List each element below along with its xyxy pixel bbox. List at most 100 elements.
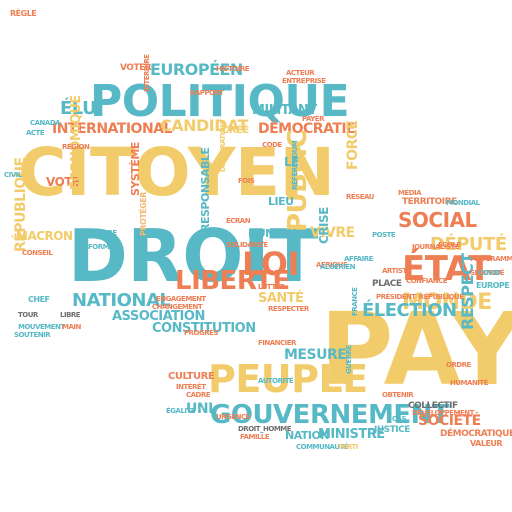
cloud-word: RÉGION	[62, 143, 90, 151]
cloud-word: LIBERTÉ	[175, 266, 290, 296]
cloud-word: JOURNALISTE	[412, 243, 460, 251]
cloud-word: GOUVERNEMENT	[210, 400, 450, 430]
cloud-word: CIVIL	[4, 171, 22, 179]
cloud-word: VALEUR	[470, 439, 503, 448]
cloud-word: SYSTÈME	[129, 142, 142, 196]
cloud-word: SOCIAL	[398, 208, 477, 232]
cloud-word: INTERNATIONAL	[52, 121, 172, 137]
cloud-word: LIEU	[268, 195, 294, 208]
cloud-word: ÉGALITÉ	[166, 407, 196, 415]
cloud-word: CONSEIL	[22, 249, 53, 257]
cloud-word: RÉFÉRENDUM	[291, 140, 299, 190]
cloud-word: PROGRÈS	[184, 329, 218, 337]
cloud-word: RÈGLE	[10, 9, 37, 18]
cloud-word: VOTER	[120, 63, 152, 73]
cloud-word: FAMILLE	[240, 433, 270, 441]
cloud-word: DÉMOCRATIE	[258, 121, 356, 137]
cloud-word: GUERRE	[345, 345, 353, 374]
cloud-word: ASSOCIATION	[112, 309, 205, 324]
cloud-word: UNI	[186, 401, 213, 417]
cloud-word: TOUR	[18, 311, 38, 319]
cloud-word: DÉPUTÉ	[430, 234, 507, 255]
cloud-word: MAIN	[62, 323, 81, 331]
cloud-word: RÉSEAU	[346, 193, 374, 201]
cloud-word: COVID	[478, 269, 501, 277]
cloud-word: VIVRE	[310, 225, 355, 241]
cloud-word: ÉCRAN	[226, 217, 251, 225]
cloud-word: CONSTITUTION	[152, 321, 256, 336]
cloud-word: SOCIÉTÉ	[418, 413, 481, 429]
cloud-word: DÉCLARATION	[219, 122, 227, 172]
cloud-word: DROIT	[68, 214, 318, 298]
cloud-word: EUROPÉEN	[150, 60, 243, 79]
cloud-word: CAS	[392, 415, 407, 423]
cloud-word: RAPPORT	[190, 89, 224, 97]
cloud-word: NATION	[285, 429, 330, 442]
cloud-word: CADRE	[186, 391, 211, 399]
cloud-word: COMMUNAUTÉ	[296, 443, 349, 451]
cloud-word: ARTISTE	[382, 267, 411, 275]
cloud-word: PROGRAMME	[470, 255, 512, 263]
cloud-word: HISTOIRE	[216, 65, 250, 73]
cloud-word: EUROPE	[476, 281, 510, 290]
cloud-word: ACTE	[26, 129, 45, 137]
cloud-word: CRISE	[317, 207, 331, 244]
cloud-word: SOUTENIR	[14, 331, 51, 339]
cloud-word: MINISTRE	[318, 427, 385, 442]
cloud-word: NATIONAL	[72, 290, 171, 311]
cloud-word: LOI	[242, 245, 299, 283]
cloud-word: SOLIDARITÉ	[226, 241, 268, 249]
cloud-word: MONDE	[402, 290, 492, 315]
cloud-word: CULTURE	[168, 371, 215, 382]
cloud-word: PAYER	[302, 115, 324, 123]
cloud-word: OBTENIR	[382, 391, 414, 399]
cloud-word: PEUPLE	[208, 357, 368, 401]
cloud-word: TERRITOIRE	[402, 197, 457, 207]
cloud-word: PAY	[320, 291, 512, 408]
cloud-word: MOUVEMENT	[18, 323, 65, 331]
cloud-word: FORCE	[345, 120, 361, 170]
cloud-word: AFRIQUE	[316, 261, 348, 269]
cloud-word: PROTÉGER	[139, 192, 148, 236]
cloud-word: DÉVELOPPEMENT	[412, 409, 474, 417]
cloud-word: CANADA	[30, 119, 61, 127]
cloud-word: ÉLU	[60, 98, 97, 119]
cloud-word: HUMAIN	[248, 227, 296, 240]
cloud-word: JUSTICE	[374, 425, 410, 435]
cloud-word: MÉDIA	[398, 189, 422, 197]
cloud-word: ALGÉRIEN	[320, 263, 356, 271]
cloud-word: URGENCE	[216, 413, 250, 421]
cloud-word: ÉLECTION	[362, 300, 457, 321]
cloud-word: FORME	[88, 243, 114, 251]
cloud-word: ENTREPRISE	[282, 77, 326, 85]
cloud-word: SÉCURITÉ	[470, 269, 505, 277]
cloud-word: ACTEUR	[286, 69, 315, 77]
cloud-word: ÉTAT	[402, 249, 491, 289]
cloud-word: PRÉSIDENT_RÉPUBLIQUE	[376, 293, 464, 301]
cloud-word: ENGAGEMENT	[156, 295, 206, 303]
cloud-word: ÉCOLE	[438, 241, 461, 249]
cloud-word: RESPECTER	[268, 305, 309, 313]
cloud-word: PLACE	[372, 279, 402, 289]
cloud-word: CRÉÉ	[222, 125, 249, 136]
cloud-word: PARTI	[338, 443, 358, 451]
cloud-word: HUMANITÉ	[450, 379, 488, 387]
cloud-word: SANTÉ	[258, 291, 304, 306]
cloud-word: POSTE	[372, 231, 396, 239]
cloud-word: LUTTER	[258, 283, 285, 291]
cloud-word: CITOYEN	[18, 134, 335, 211]
cloud-word: CODE	[262, 141, 282, 149]
cloud-word: LIBRE	[60, 311, 81, 319]
cloud-word: INTÉRÊT	[176, 383, 206, 391]
cloud-word: POLITIQUE	[90, 76, 350, 127]
cloud-word: RESPECT	[458, 253, 477, 330]
cloud-word: MESURE	[284, 347, 347, 363]
cloud-word: AFFAIRE	[344, 255, 373, 263]
cloud-word: AUTORITÉ	[258, 377, 294, 385]
cloud-word: RESPONSABLE	[199, 147, 212, 232]
cloud-word: DROIT_HOMME	[238, 425, 292, 433]
cloud-word: MILITANT	[252, 103, 317, 118]
cloud-word: FINANCIER	[258, 339, 296, 347]
cloud-word: FOIS	[238, 177, 255, 185]
